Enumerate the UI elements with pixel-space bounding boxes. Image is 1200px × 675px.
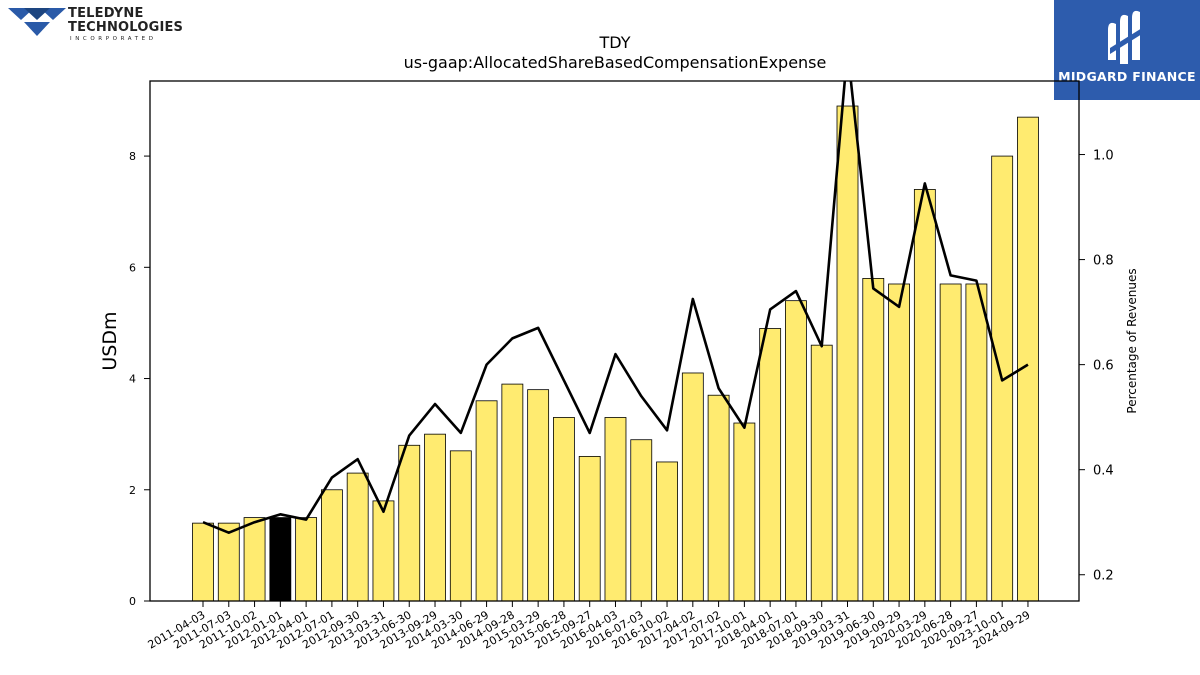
midgard-finance-logo: MIDGARD FINANCE (1054, 0, 1200, 100)
revenue-percentage-line (202, 81, 1029, 535)
teledyne-logo: TELEDYNE TECHNOLOGIES INCORPORATED (8, 6, 183, 46)
bar-2011-07-03 (217, 522, 240, 602)
bar-2012-07-01 (320, 489, 343, 602)
bar-2019-06-30 (862, 278, 885, 602)
bar-2015-03-29 (527, 389, 550, 602)
bar-2017-10-01 (733, 422, 756, 602)
y2-tick-label: 0.2 (1093, 569, 1114, 584)
bar-2013-09-29 (424, 433, 446, 602)
bar-2012-01-01 (269, 517, 292, 602)
y-tick-label: 6 (129, 261, 136, 274)
bar-2015-06-28 (553, 417, 575, 602)
bar-2017-04-02 (681, 372, 704, 602)
teledyne-name-line2: TECHNOLOGIES (68, 20, 184, 35)
bar-2013-06-30 (398, 444, 421, 602)
y-tick-label: 8 (129, 150, 136, 163)
bar-2016-10-02 (656, 461, 678, 602)
chart-title: TDY (599, 33, 631, 52)
y-tick-label: 2 (129, 484, 136, 497)
teledyne-name-line3: INCORPORATED (70, 36, 157, 42)
midgard-m-icon (1108, 10, 1142, 64)
bar-2024-09-29 (1017, 116, 1039, 602)
bar-2016-07-03 (630, 439, 653, 602)
y2-tick-label: 0.6 (1093, 359, 1114, 374)
y2-axis-label: Percentage of Revenues (1125, 268, 1139, 413)
bar-2016-04-03 (604, 417, 627, 602)
teledyne-triangle-logo (8, 8, 66, 36)
x-axis: 2011-04-032011-07-032011-10-022012-01-01… (146, 601, 1032, 652)
bar-2018-09-30 (810, 344, 833, 602)
bar-2012-09-30 (346, 472, 369, 602)
y2-tick-label: 0.4 (1093, 464, 1114, 479)
line-layer (202, 81, 1029, 535)
chart-subtitle: us-gaap:AllocatedShareBasedCompensationE… (404, 53, 827, 72)
bar-2011-10-02 (243, 517, 266, 602)
y-axis-right: 0.2 0.4 0.6 0.8 1.0 (1079, 149, 1114, 584)
bar-2019-03-31 (836, 105, 859, 602)
bar-2015-09-27 (578, 455, 601, 602)
bar-2020-09-27 (965, 283, 988, 602)
y2-tick-label: 0.8 (1093, 254, 1114, 269)
bar-2020-03-29 (913, 189, 936, 602)
y2-tick-label: 1.0 (1093, 149, 1114, 164)
bar-2012-04-01 (295, 517, 318, 602)
midgard-finance-label: MIDGARD FINANCE (1058, 69, 1196, 84)
bar-2019-09-29 (888, 283, 910, 602)
y-tick-label: 0 (129, 595, 136, 608)
y-axis-label: USDm (99, 311, 121, 370)
bar-2014-06-29 (475, 400, 498, 602)
bar-2018-07-01 (785, 300, 807, 602)
bar-2013-03-31 (372, 500, 395, 602)
bar-2018-04-01 (759, 328, 782, 602)
y-axis-left: 0 2 4 6 8 (129, 150, 150, 608)
teledyne-name-line1: TELEDYNE (68, 6, 144, 21)
bar-2011-04-03 (192, 522, 214, 602)
bar-2020-06-28 (939, 283, 962, 602)
bars-layer (192, 105, 1039, 602)
bar-2017-07-02 (707, 394, 730, 602)
plot-frame (149, 80, 1080, 602)
y-tick-label: 4 (129, 373, 136, 386)
bar-2014-09-28 (501, 383, 524, 602)
bar-2014-03-30 (449, 450, 472, 602)
